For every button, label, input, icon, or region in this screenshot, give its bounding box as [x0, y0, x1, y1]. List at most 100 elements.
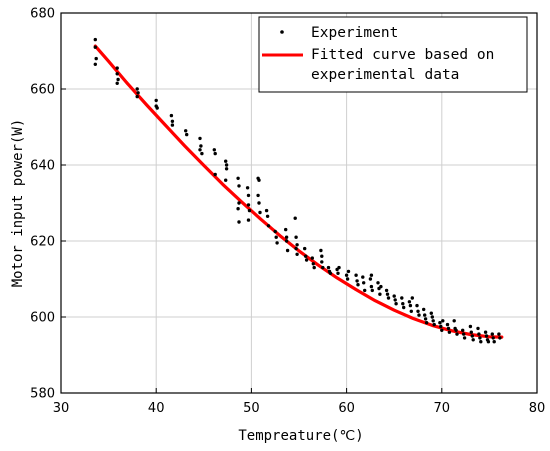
experiment-point	[258, 210, 262, 215]
experiment-point	[213, 151, 217, 156]
experiment-point	[468, 324, 473, 329]
experiment-point	[237, 184, 241, 188]
experiment-point	[447, 330, 452, 334]
y-tick-label: 640	[30, 159, 55, 174]
legend: Experiment Fitted curve based on experim…	[258, 16, 528, 93]
experiment-point	[257, 201, 261, 205]
experiment-point	[257, 178, 261, 182]
experiment-point	[256, 193, 260, 198]
experiment-point	[304, 258, 309, 262]
experiment-point	[483, 330, 488, 334]
experiment-point	[362, 281, 366, 285]
experiment-point	[155, 106, 159, 110]
experiment-point	[321, 265, 325, 270]
experiment-point	[115, 66, 119, 70]
experiment-point	[440, 328, 444, 332]
experiment-point	[423, 313, 427, 317]
experiment-point	[303, 246, 307, 251]
experiment-point	[293, 216, 297, 220]
experiment-point	[273, 229, 277, 234]
experiment-point	[370, 288, 374, 293]
experiment-point	[169, 113, 174, 118]
experiment-point	[275, 241, 279, 245]
experiment-point	[94, 56, 98, 61]
experiment-point	[345, 277, 350, 281]
experiment-point	[478, 336, 482, 340]
experiment-point	[320, 254, 324, 258]
experiment-point	[200, 151, 204, 156]
experiment-point	[422, 307, 426, 312]
experiment-point	[438, 321, 442, 325]
experiment-point	[344, 273, 349, 277]
experiment-point	[498, 336, 502, 340]
y-tick-label: 660	[30, 83, 55, 98]
experiment-point	[400, 296, 404, 300]
legend-label-fitted-curve: Fitted curve based on experimental data	[311, 47, 503, 83]
experiment-point	[441, 319, 445, 323]
y-axis-ticks: 580 600 620 640 660 680	[30, 7, 66, 402]
experiment-point	[224, 178, 228, 182]
experiment-point	[224, 163, 229, 167]
experiment-point	[363, 288, 367, 293]
experiment-point	[266, 224, 271, 228]
experiment-point	[212, 148, 216, 152]
experiment-point	[439, 324, 443, 329]
y-tick-label: 600	[30, 311, 55, 326]
experiment-point	[415, 303, 419, 308]
experiment-point	[247, 208, 252, 213]
experiment-point	[284, 239, 289, 243]
experiment-point	[430, 315, 434, 319]
experiment-point	[479, 340, 483, 344]
experiment-point	[385, 292, 390, 296]
experiment-point	[354, 273, 358, 277]
experiment-point	[311, 262, 315, 266]
experiment-point	[284, 227, 288, 232]
experiment-point	[274, 235, 278, 239]
experiment-point	[484, 334, 489, 338]
experiment-point	[355, 279, 359, 283]
y-axis-title: Motor input power(W)	[10, 119, 26, 288]
experiment-point	[486, 340, 491, 344]
experiment-point	[265, 214, 270, 218]
experiment-point	[424, 321, 429, 325]
experiment-point	[284, 235, 289, 239]
experiment-point	[136, 91, 140, 95]
experiment-point	[224, 167, 229, 171]
experiment-point	[294, 246, 298, 251]
experiment-point	[285, 248, 290, 253]
experiment-point	[369, 284, 374, 289]
experiment-point	[384, 288, 389, 293]
experiment-point	[376, 281, 380, 285]
experiment-point	[445, 322, 450, 327]
experiment-point	[490, 332, 494, 336]
experiment-point	[476, 326, 480, 331]
experiment-point	[237, 201, 241, 205]
experiment-point	[170, 123, 175, 127]
experiment-point	[198, 136, 202, 141]
experiment-point	[393, 298, 397, 302]
experiment-point	[410, 296, 414, 300]
experiment-point	[471, 338, 475, 342]
experiment-point	[446, 326, 451, 331]
experiment-point	[462, 332, 466, 336]
experiment-point	[185, 132, 189, 137]
experiment-point	[416, 309, 420, 313]
experiment-point	[295, 243, 299, 247]
experiment-point	[379, 284, 383, 289]
experiment-point	[213, 172, 217, 177]
experiment-point	[378, 292, 382, 296]
experiment-point	[320, 260, 324, 264]
experiment-point	[170, 119, 175, 124]
legend-marker-experiment	[280, 30, 284, 34]
legend-label-experiment: Experiment	[311, 25, 398, 41]
experiment-point	[470, 334, 474, 338]
experiment-point	[93, 62, 98, 66]
experiment-point	[154, 98, 158, 103]
experiment-point	[246, 218, 251, 222]
experiment-point	[336, 271, 340, 275]
legend-label-fitted-curve-line2: experimental data	[311, 67, 459, 83]
experiment-point	[431, 319, 435, 323]
experiment-point	[184, 129, 188, 133]
experiment-point	[462, 336, 467, 340]
